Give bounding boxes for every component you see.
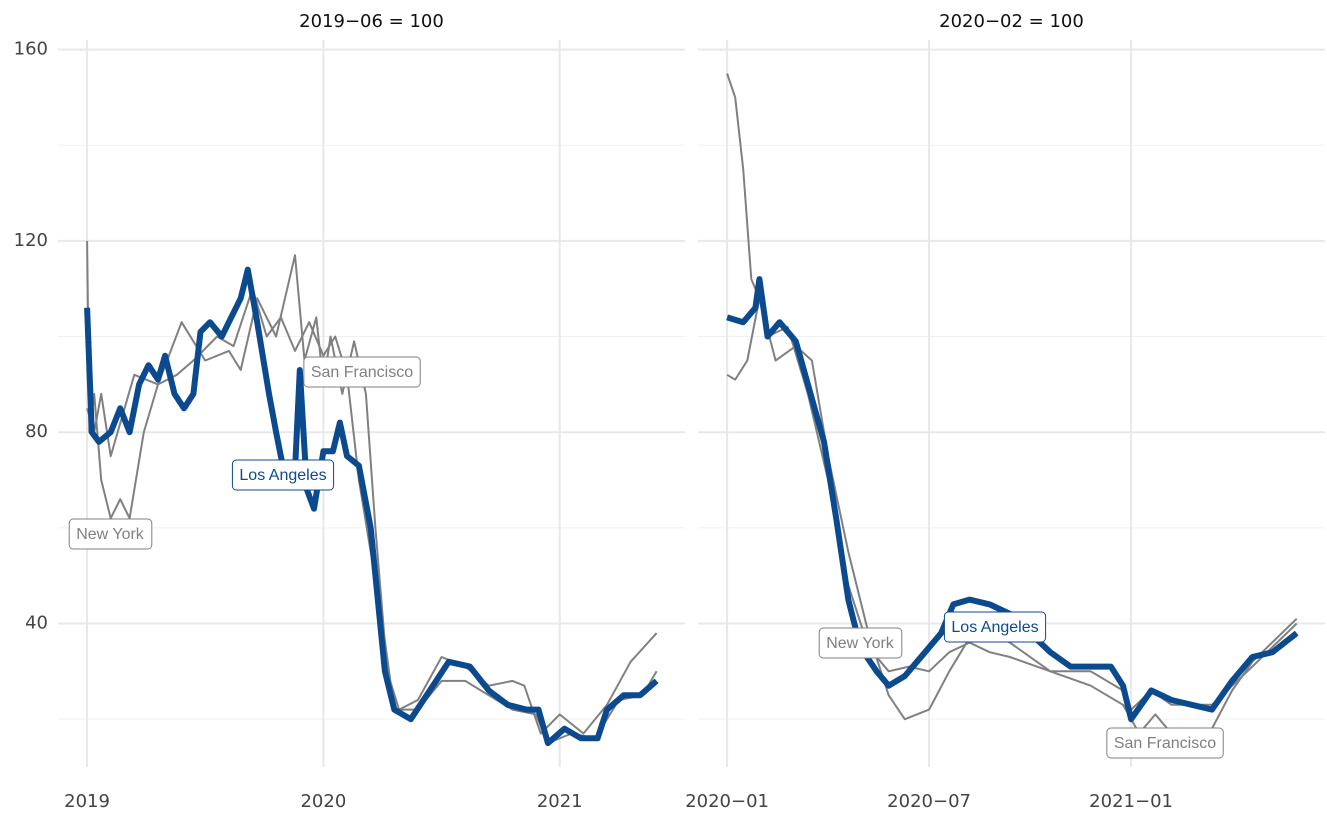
label-box [303, 356, 421, 388]
panel-title: 2020−02 = 100 [939, 11, 1084, 32]
x-tick-label: 2020−01 [685, 791, 769, 812]
label-text: San Francisco [1114, 735, 1216, 752]
y-tick-label: 160 [14, 39, 48, 60]
series-label: Los Angeles [943, 611, 1047, 643]
line [86, 240, 658, 745]
x-tick-label: 2021−01 [1089, 791, 1173, 812]
label-text: New York [76, 526, 145, 543]
series-label: New York [818, 627, 903, 659]
label-text: New York [826, 635, 895, 652]
line [86, 254, 658, 735]
y-tick-label: 40 [25, 613, 48, 634]
x-tick-label: 2020 [300, 791, 346, 812]
y-tick-label: 80 [25, 421, 48, 442]
label-box [231, 459, 335, 491]
x-tick-label: 2021 [537, 791, 583, 812]
series-label: San Francisco [1106, 727, 1224, 759]
label-text: Los Angeles [951, 619, 1038, 636]
panel-title: 2019−06 = 100 [299, 11, 444, 32]
label-box [1106, 727, 1224, 759]
label-box [818, 627, 903, 659]
x-tick-label: 2019 [64, 791, 110, 812]
series-label: San Francisco [303, 356, 421, 388]
x-tick-label: 2020−07 [887, 791, 971, 812]
line [726, 276, 1299, 723]
series-label: Los Angeles [231, 459, 335, 491]
series-label: New York [68, 518, 153, 550]
line [726, 297, 1298, 740]
y-tick-label: 120 [14, 230, 48, 251]
label-box [943, 611, 1047, 643]
line [84, 266, 659, 747]
label-text: San Francisco [311, 364, 413, 381]
label-text: Los Angeles [239, 467, 326, 484]
label-box [68, 518, 153, 550]
